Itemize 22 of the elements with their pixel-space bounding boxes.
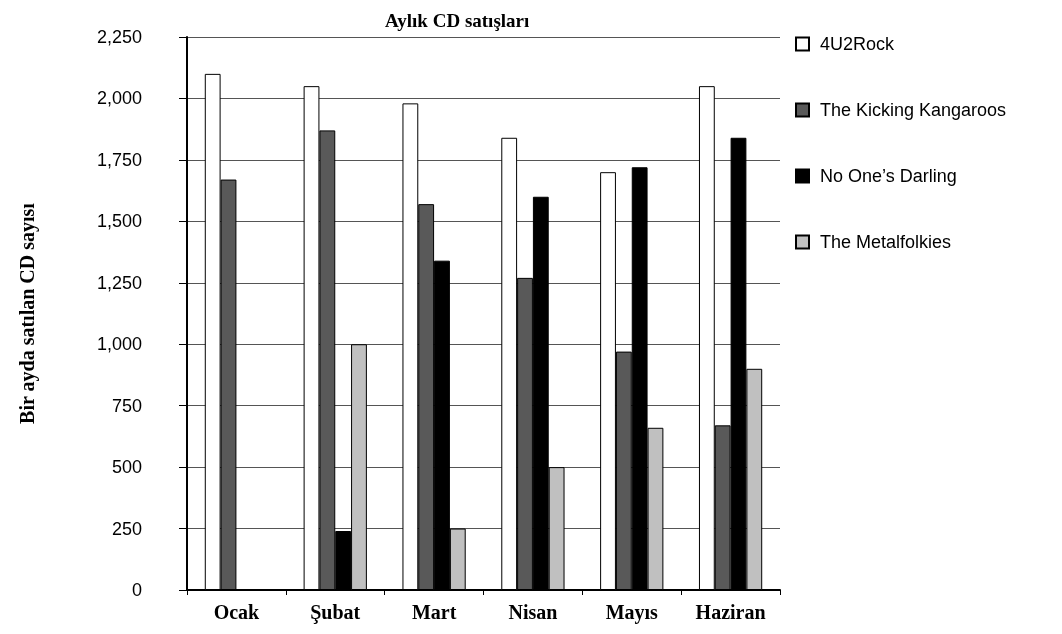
y-tick-label: 500 [111,457,142,478]
y-tick-label: 1,250 [96,272,142,293]
x-tick-label: Haziran [695,601,766,623]
legend-label: The Kicking Kangaroos [820,100,1007,120]
x-tick-label: Mart [411,601,457,623]
y-tick-label: 750 [111,395,142,416]
x-tick-label: Mayıs [605,601,659,624]
x-tick-label: Nisan [508,601,558,623]
y-tick-label: 2,000 [96,88,142,109]
x-tick-label: Şubat [310,601,361,624]
y-tick-label: 1,750 [96,149,142,170]
y-axis-title: Bir ayda satılan CD sayısı [16,202,39,424]
y-tick-label: 1,500 [96,211,142,232]
y-tick-label: 250 [111,518,142,539]
x-tick-label: Ocak [213,601,261,623]
chart-title: Aylık CD satışları [385,10,530,31]
legend-label: 4U2Rock [820,34,896,54]
legend-label: The Metalfolkies [820,232,952,252]
legend-label: No One’s Darling [820,166,957,186]
y-tick-label: 0 [131,580,142,600]
y-tick-label: 2,250 [96,27,142,47]
y-tick-label: 1,000 [96,334,142,355]
